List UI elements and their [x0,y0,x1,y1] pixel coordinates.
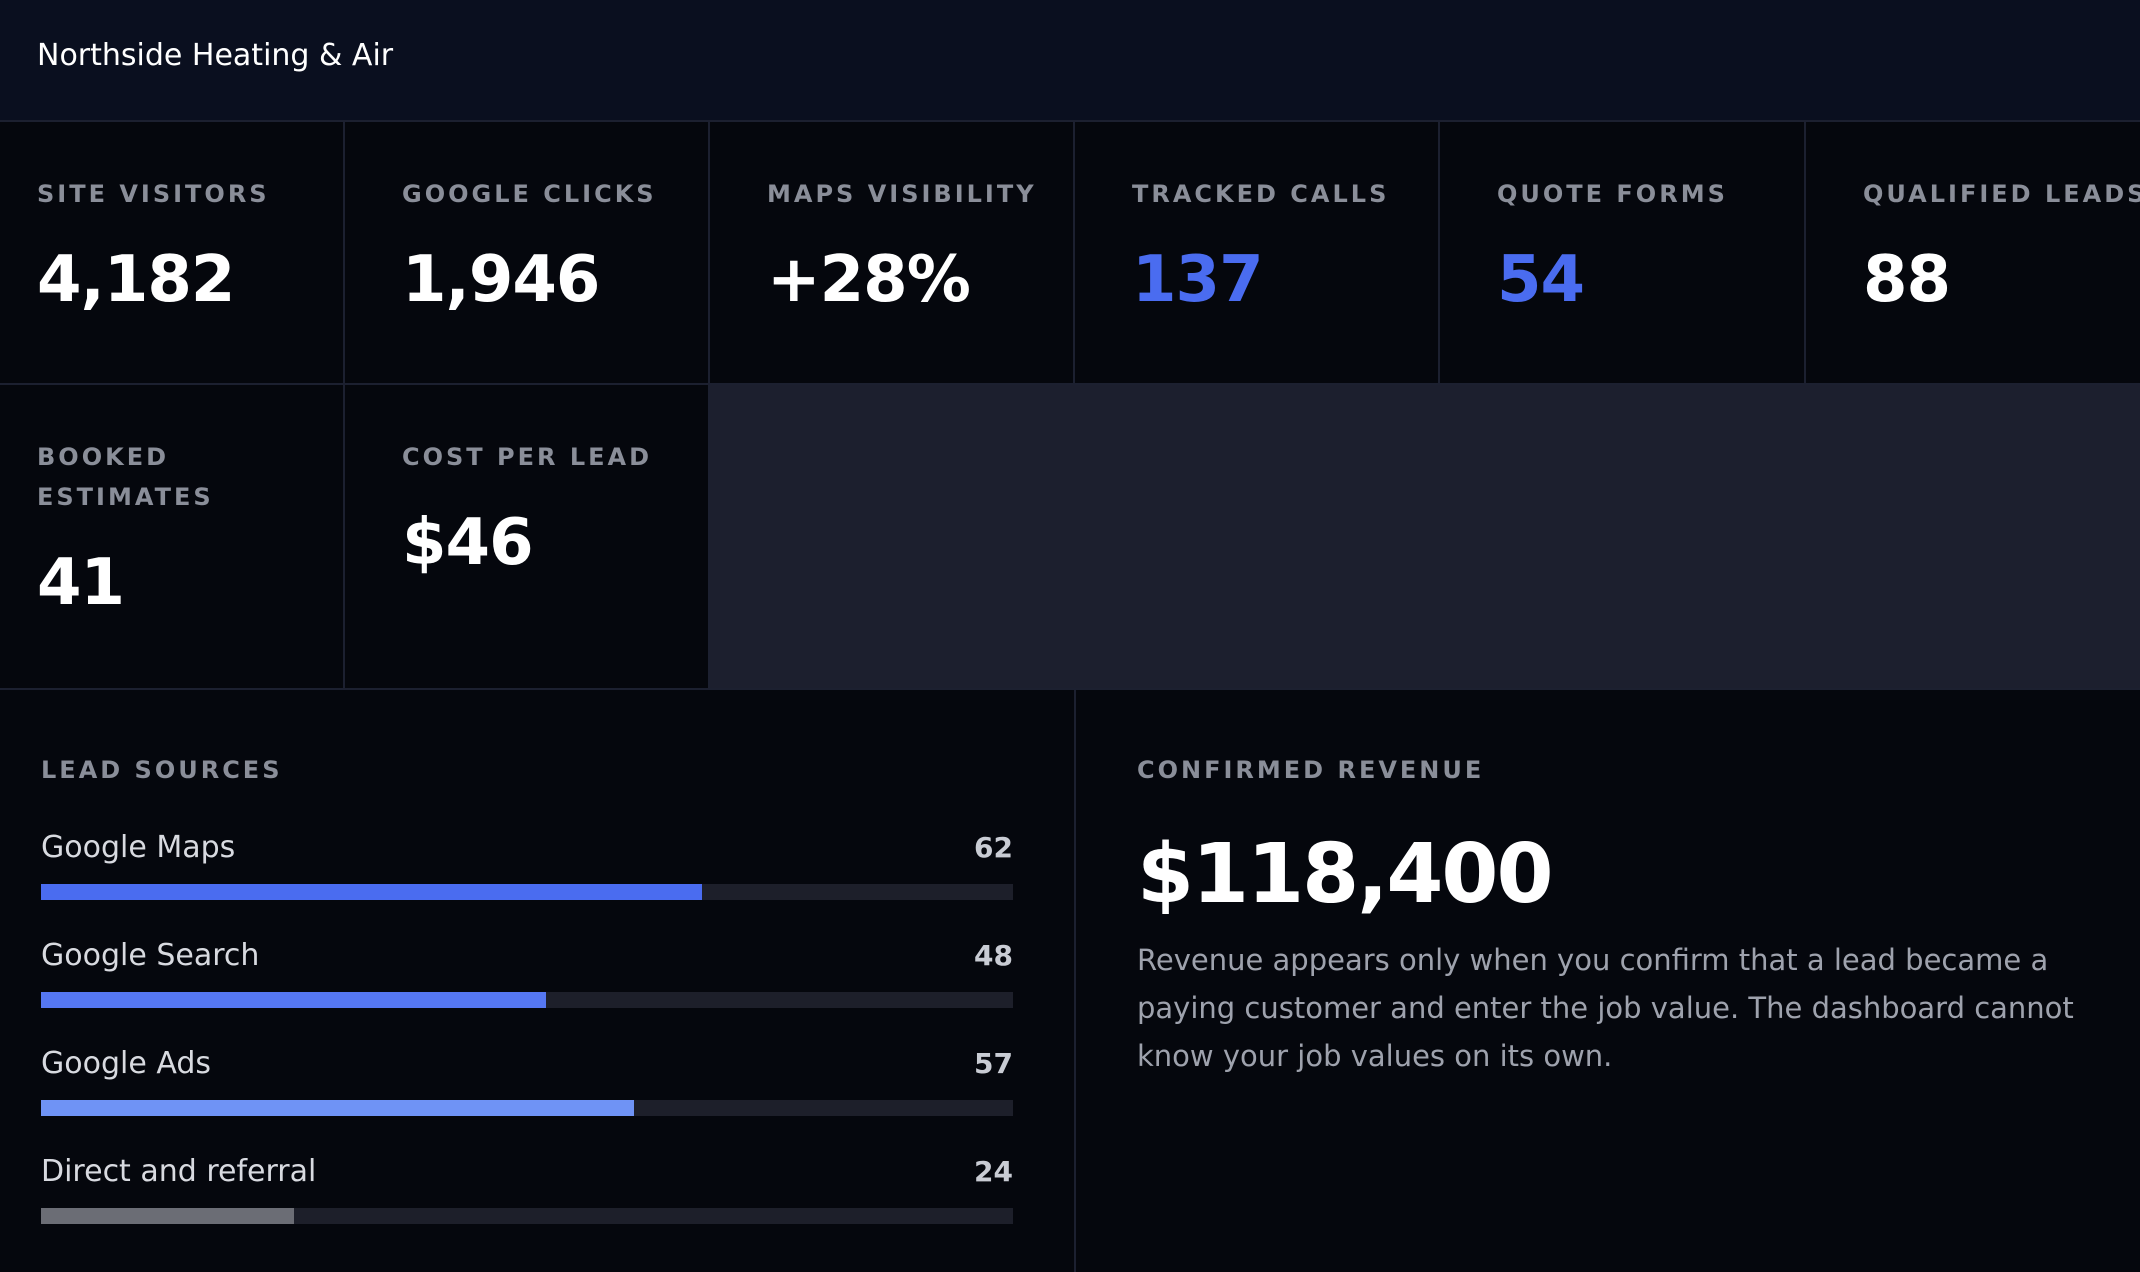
lead-source-count: 62 [974,831,1013,864]
kpi-qualified-leads: QUALIFIED LEADS 88 [1806,122,2140,385]
empty-grid-area [710,385,2140,690]
kpi-grid: SITE VISITORS 4,182 GOOGLE CLICKS 1,946 … [0,122,2140,690]
lead-source-bar-track [41,992,1013,1008]
lead-source-bar [41,884,702,900]
lead-source-row: Google Ads 57 [41,1044,1013,1124]
lead-source-row: Direct and referral 24 [41,1152,1013,1232]
lead-source-row: Google Maps 62 [41,828,1013,908]
confirmed-revenue-note: Revenue appears only when you confirm th… [1137,943,2074,1073]
lead-source-name: Google Ads [41,1046,211,1081]
confirmed-revenue-panel: CONFIRMED REVENUE $118,400 Revenue appea… [1076,690,2140,1272]
kpi-label: GOOGLE CLICKS [402,180,657,208]
app-header: Northside Heating & Air [0,0,2140,122]
kpi-label: SITE VISITORS [37,180,270,208]
lead-source-count: 57 [974,1047,1013,1080]
kpi-google-clicks: GOOGLE CLICKS 1,946 [345,122,710,385]
kpi-value: 1,946 [402,243,600,317]
kpi-label: QUALIFIED LEADS [1863,180,2140,208]
kpi-value: 137 [1132,243,1264,317]
bottom-panels: LEAD SOURCES Google Maps 62 Google Searc… [0,690,2140,1272]
kpi-tracked-calls: TRACKED CALLS 137 [1075,122,1440,385]
lead-sources-title: LEAD SOURCES [41,756,283,784]
business-name: Northside Heating & Air [37,38,394,73]
kpi-value: 88 [1863,243,1951,317]
lead-source-bar-track [41,1100,1013,1116]
lead-source-bar [41,992,547,1008]
kpi-label: MAPS VISIBILITY [767,180,1037,208]
lead-source-count: 48 [974,939,1013,972]
kpi-site-visitors: SITE VISITORS 4,182 [0,122,345,385]
kpi-maps-visibility: MAPS VISIBILITY +28% [710,122,1075,385]
lead-source-bar-track [41,1208,1013,1224]
kpi-value: 41 [37,546,125,620]
lead-source-bar-track [41,884,1013,900]
lead-source-bar [41,1208,294,1224]
lead-sources-panel: LEAD SOURCES Google Maps 62 Google Searc… [0,690,1076,1272]
lead-source-count: 24 [974,1155,1013,1188]
kpi-booked-estimates: BOOKED ESTIMATES 41 [0,385,345,690]
lead-source-row: Google Search 48 [41,936,1013,1016]
lead-source-name: Direct and referral [41,1154,317,1189]
kpi-label: TRACKED CALLS [1132,180,1390,208]
kpi-label: BOOKED ESTIMATES [37,443,214,511]
kpi-value: 54 [1497,243,1585,317]
lead-source-name: Google Maps [41,830,236,865]
lead-source-bar [41,1100,634,1116]
kpi-label: QUOTE FORMS [1497,180,1728,208]
kpi-cost-per-lead: COST PER LEAD $46 [345,385,710,690]
kpi-value: +28% [767,243,971,317]
kpi-label: COST PER LEAD [402,443,653,471]
kpi-value: $46 [402,506,534,580]
lead-source-name: Google Search [41,938,260,973]
confirmed-revenue-value: $118,400 [1137,827,1554,922]
confirmed-revenue-title: CONFIRMED REVENUE [1137,756,1485,784]
kpi-value: 4,182 [37,243,235,317]
kpi-quote-forms: QUOTE FORMS 54 [1440,122,1806,385]
